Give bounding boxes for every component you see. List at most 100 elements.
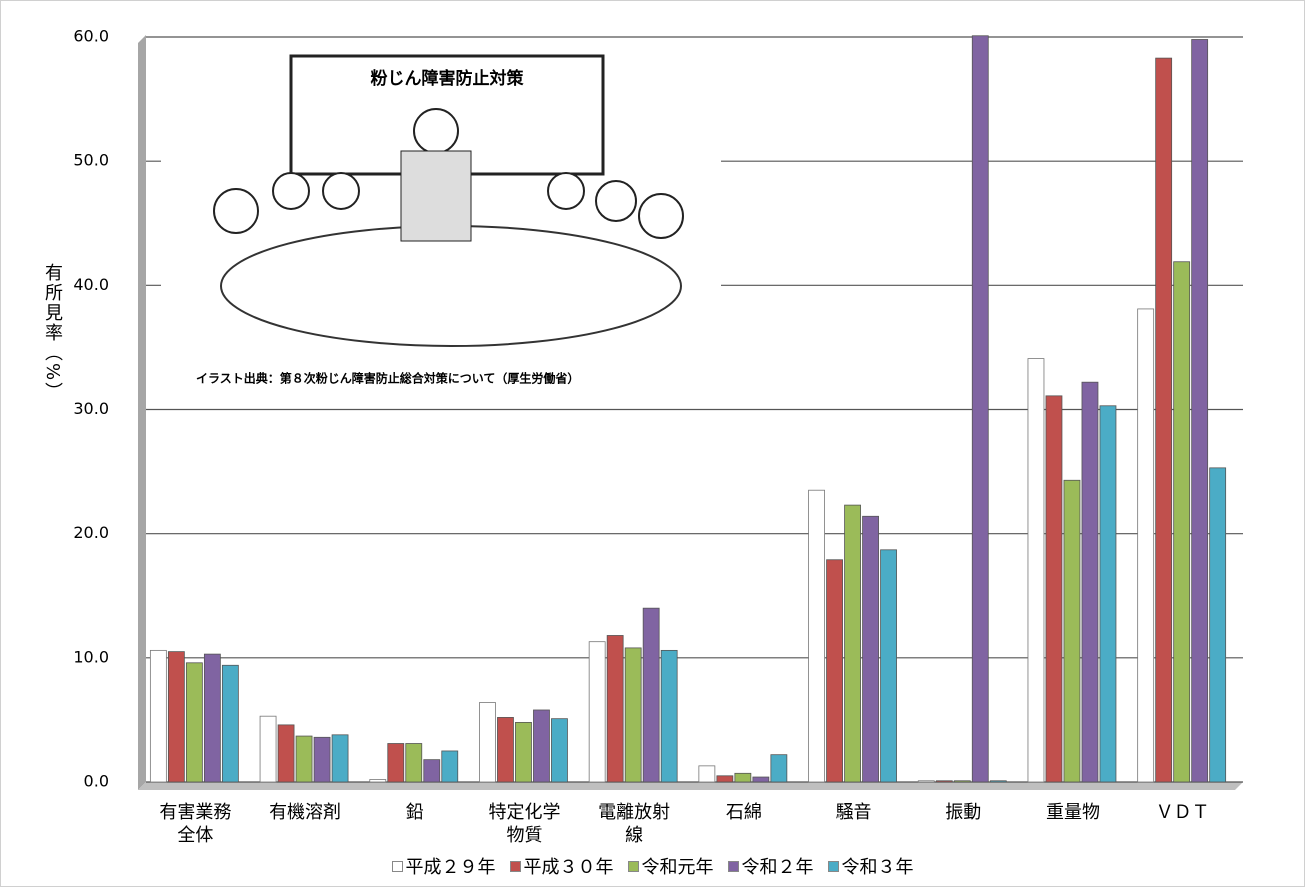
bar [185,662,203,783]
legend-label: 令和３年 [841,857,914,878]
bar [1173,261,1191,783]
bar [698,765,716,783]
floor [138,782,1243,790]
bar [624,647,642,783]
x-tick-label: 特定化学 物質 [488,802,561,846]
legend-item: 令和３年 [827,853,914,879]
bar [989,780,1007,783]
bar [752,776,770,783]
bar [588,641,606,783]
x-tick-label: 騒音 [835,802,872,823]
person [595,180,637,222]
y-tick-label: 20.0 [73,523,109,542]
legend-swatch [509,860,521,872]
y-tick-label: 30.0 [73,399,109,418]
bar [917,780,935,783]
legend-label: 平成２９年 [405,857,496,878]
bar [1155,57,1173,783]
person [638,193,684,239]
bar [935,780,953,783]
bar [844,504,861,783]
bar [1063,479,1081,783]
bar [259,715,277,783]
legend-swatch [727,860,739,872]
bar [862,515,879,783]
y-tick-label: 10.0 [73,647,109,666]
bar [953,780,971,783]
bar [971,35,989,783]
person [547,172,585,210]
bar [1045,395,1063,783]
x-tick-label: ＶＤＴ [1155,802,1210,823]
person [272,172,310,210]
y-axis-title: 有所見率（%） [42,263,63,403]
bar [808,489,825,783]
x-tick-label: 石綿 [725,802,762,823]
person [400,150,472,242]
legend-item: 令和２年 [727,853,814,879]
bar [1137,308,1155,783]
legend-item: 平成２９年 [391,853,496,879]
bar [770,754,788,783]
bar [642,607,660,783]
legend-swatch [827,860,839,872]
x-tick-label: 重量物 [1045,802,1100,823]
x-tick-label: 電離放射 線 [598,802,671,846]
bar [1191,39,1209,783]
bar [331,734,349,783]
side-wall [138,35,146,790]
bar [880,549,897,783]
x-tick-label: 振動 [945,802,982,823]
bar [313,736,331,783]
bar [221,664,239,783]
legend-swatch [391,860,403,872]
bar [716,775,734,783]
bar [1027,358,1045,783]
bar [497,717,514,783]
bar [1081,381,1099,783]
bar [277,724,295,783]
bar [660,649,678,783]
y-tick-label: 60.0 [73,27,109,46]
bar [479,702,496,783]
legend-swatch [627,860,639,872]
person [322,172,360,210]
bar [734,772,752,783]
bars [149,35,1227,783]
bar [1209,467,1227,783]
bar [405,743,423,783]
bar [1099,405,1117,783]
illustration-caption: イラスト出典：第８次粉じん障害防止総合対策について（厚生労働省） [196,371,579,386]
legend-label: 令和元年 [641,857,714,878]
bar [167,651,185,783]
legend-item: 令和元年 [627,853,714,879]
legend-item: 平成３０年 [509,853,614,879]
bar [295,735,313,783]
bar [369,779,387,783]
legend-label: 平成３０年 [523,857,614,878]
x-tick-label: 有害業務 全体 [159,802,232,846]
legend-label: 令和２年 [741,857,814,878]
x-tick-label: 鉛 [405,802,424,823]
illustration: 粉じん障害防止対策 イラスト出典：第８次粉じん障害防止総合対策について（厚生労働… [161,39,721,391]
bar [149,649,167,783]
y-tick-label: 40.0 [73,275,109,294]
bar [441,750,459,783]
person [413,108,459,154]
bar [203,653,221,783]
bar [551,718,568,783]
x-tick-label: 有機溶剤 [269,802,342,823]
bar [533,709,550,783]
y-tick-label: 0.0 [84,772,109,791]
y-tick-label: 50.0 [73,151,109,170]
bar [606,635,624,783]
board-title: 粉じん障害防止対策 [371,68,525,89]
bar [423,759,441,783]
bar [387,743,405,783]
bar [515,722,532,783]
legend: 平成２９年 平成３０年 令和元年 令和２年 令和３年 [1,853,1304,879]
person [213,188,259,234]
bar [826,559,843,783]
